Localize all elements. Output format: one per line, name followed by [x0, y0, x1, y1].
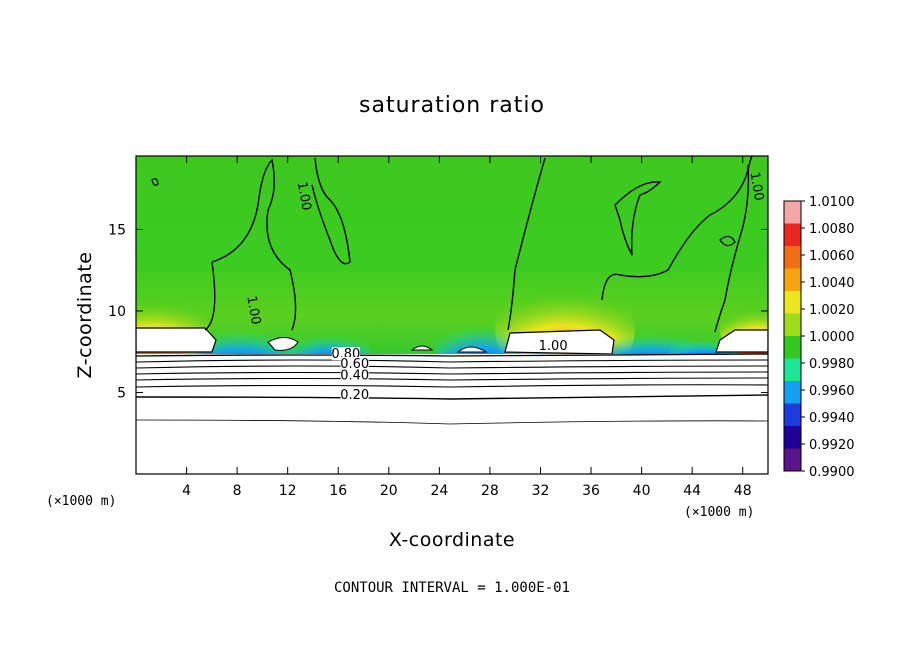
x-tick-label: 16 — [329, 483, 347, 499]
x-unit-left: (×1000 m) — [46, 494, 116, 509]
y-axis: 5 10 15 — [108, 222, 768, 401]
contour-label: 1.00 — [746, 171, 766, 202]
colorbar-segment — [784, 223, 801, 247]
colorbar-segment — [784, 426, 801, 449]
x-tick-label: 48 — [734, 483, 752, 499]
colorbar-tick-label: 1.0040 — [809, 276, 855, 291]
chart-title: saturation ratio — [359, 93, 545, 118]
contour-blob-2 — [151, 178, 159, 186]
y-axis-label: Z-coordinate — [74, 252, 96, 379]
contour-left-plume — [204, 158, 297, 331]
x-tick-label: 28 — [481, 483, 499, 499]
contour-right-edge — [714, 164, 750, 333]
colorbar-tick-label: 1.0000 — [809, 330, 855, 345]
contour-label: 1.00 — [243, 295, 263, 326]
colorbar-segment — [784, 403, 801, 427]
contour-label-bg — [331, 347, 360, 361]
contour-blob-1 — [719, 235, 736, 247]
contour-label-bg — [340, 357, 369, 370]
colorbar-tick-label: 0.9940 — [809, 411, 855, 426]
plot-area: 1.001.001.001.000.800.600.400.20 — [136, 156, 768, 474]
contour-label: 0.20 — [340, 388, 369, 403]
contour-interval-note: CONTOUR INTERVAL = 1.000E-01 — [334, 580, 570, 596]
x-tick-label: 24 — [430, 483, 448, 499]
cloud-block-right — [715, 329, 768, 353]
x-tick-label: 36 — [582, 483, 600, 499]
colorbar-segment — [784, 381, 801, 404]
colorbar-tick-label: 0.9960 — [809, 384, 855, 399]
x-tick-label: 20 — [380, 483, 398, 499]
x-axis: 4 8 12 16 20 24 28 32 36 40 44 48 — [182, 156, 752, 499]
y-tick-label: 5 — [117, 385, 126, 401]
colorbar-tick-label: 0.9900 — [809, 465, 855, 480]
cloud-small-2 — [410, 345, 434, 351]
plot-frame — [135, 155, 769, 475]
colorbar-segment — [784, 201, 801, 224]
colorbar-segment — [784, 291, 801, 314]
colorbar-tick-label: 1.0060 — [809, 249, 855, 264]
contour-upper-left — [311, 157, 351, 265]
y-tick-label: 15 — [108, 222, 126, 238]
x-tick-label: 32 — [532, 483, 550, 499]
x-unit-right: (×1000 m) — [684, 505, 754, 520]
colorbar-tick-label: 0.9920 — [809, 438, 855, 453]
contour-label-bg — [340, 387, 369, 401]
contour-label: 1.00 — [294, 181, 314, 212]
contour-label: 1.00 — [539, 339, 568, 354]
cloud-block-left — [136, 327, 217, 353]
contour-label-bg — [539, 339, 568, 353]
y-tick-label: 10 — [108, 304, 126, 320]
contour-label-bg — [340, 368, 369, 382]
colorbar-segment — [784, 268, 801, 292]
colorbar-tick-label: 1.0080 — [809, 222, 855, 237]
contour-label: 0.60 — [340, 357, 369, 372]
contour-label: 0.40 — [340, 368, 369, 383]
colorbar-tick-label: 0.9980 — [809, 357, 855, 372]
x-tick-label: 40 — [633, 483, 651, 499]
cloud-small-3 — [456, 346, 488, 353]
colorbar-segment — [784, 336, 801, 359]
colorbar-segment — [784, 313, 801, 337]
colorbar-tick-label: 1.0020 — [809, 303, 855, 318]
colorbar: 1.0100 1.0080 1.0060 1.0040 1.0020 1.0000 0.99… — [783, 195, 855, 480]
x-tick-label: 12 — [279, 483, 297, 499]
lower-contours — [136, 353, 768, 425]
colorbar-tick-label: 1.0100 — [809, 195, 855, 210]
colorbar-segment — [784, 358, 801, 382]
x-tick-label: 8 — [233, 483, 242, 499]
cloud-small-1 — [267, 337, 299, 351]
x-axis-label: X-coordinate — [389, 529, 515, 551]
x-tick-label: 44 — [683, 483, 701, 499]
colorbar-segment — [784, 246, 801, 269]
contour-upper-right-loop — [614, 181, 662, 256]
x-tick-label: 4 — [182, 483, 191, 499]
contour-labels: 1.001.001.001.000.800.600.400.20 — [243, 171, 766, 403]
colorbar-segment — [784, 448, 801, 472]
